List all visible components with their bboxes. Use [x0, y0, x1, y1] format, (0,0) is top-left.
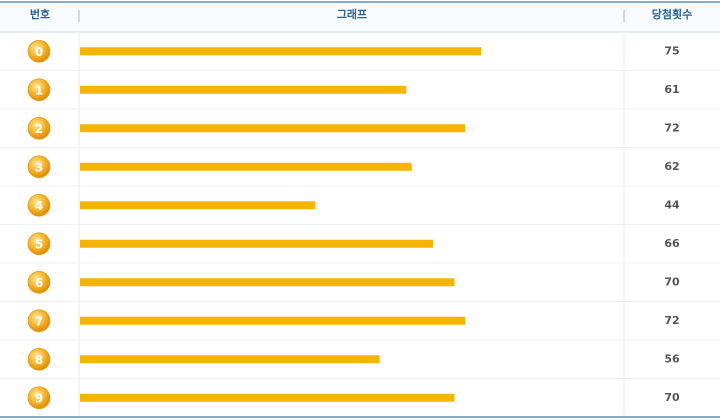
bar — [80, 393, 455, 402]
bar — [80, 278, 455, 287]
column-header: 번호 — [30, 7, 50, 21]
bar — [80, 85, 407, 94]
ball-number: 6 — [35, 276, 43, 290]
ball-number: 2 — [35, 122, 43, 136]
bar — [80, 239, 434, 248]
value-label: 61 — [664, 83, 679, 96]
number-ball — [27, 232, 51, 256]
value-label: 70 — [664, 391, 680, 404]
number-ball — [27, 155, 51, 179]
number-ball — [27, 116, 51, 140]
bar — [80, 124, 466, 133]
ball-number: 1 — [35, 83, 43, 97]
number-ball — [27, 78, 51, 102]
bar — [80, 47, 482, 56]
number-ball — [27, 270, 51, 294]
bar — [80, 201, 316, 210]
ball-number: 8 — [35, 353, 43, 367]
number-ball — [27, 386, 51, 410]
number-ball — [27, 309, 51, 333]
number-ball — [27, 39, 51, 63]
ball-number: 7 — [35, 314, 43, 328]
number-ball — [27, 347, 51, 371]
value-label: 70 — [664, 275, 680, 288]
bar — [80, 355, 380, 364]
ball-number: 0 — [35, 45, 43, 59]
value-label: 75 — [664, 44, 679, 57]
value-label: 72 — [664, 314, 679, 327]
ball-number: 4 — [35, 199, 43, 213]
ball-number: 5 — [35, 237, 43, 251]
column-header: 그래프 — [337, 7, 367, 21]
number-ball — [27, 193, 51, 217]
value-label: 62 — [664, 160, 679, 173]
bar — [80, 162, 412, 171]
ball-number: 3 — [35, 160, 43, 174]
column-header: 당첨횟수 — [652, 7, 692, 21]
value-label: 44 — [664, 198, 680, 211]
value-label: 56 — [664, 352, 680, 365]
ball-number: 9 — [35, 391, 43, 405]
header-bg — [0, 2, 720, 32]
value-label: 72 — [664, 121, 679, 134]
bar — [80, 316, 466, 325]
value-label: 66 — [664, 237, 680, 250]
